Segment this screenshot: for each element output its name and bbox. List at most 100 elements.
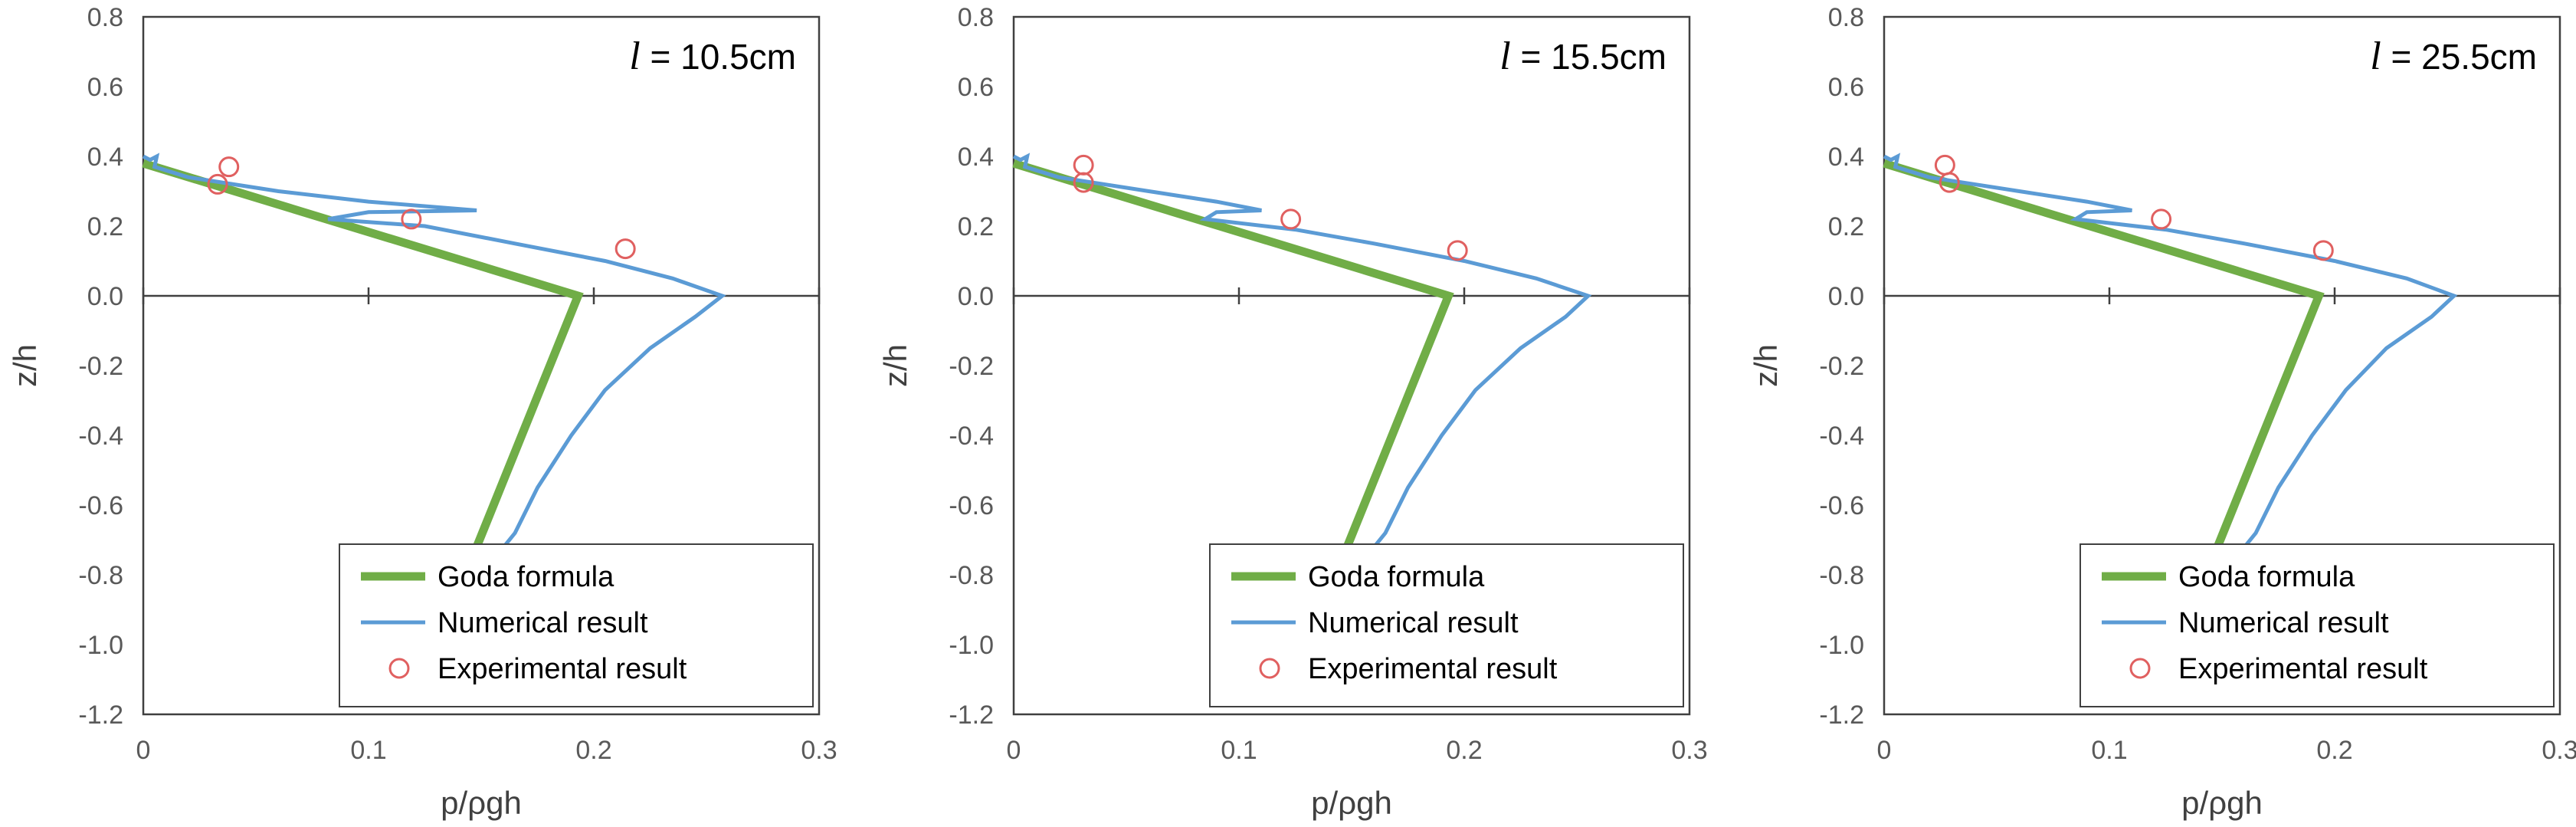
y-tick-label: -1.0 — [1819, 631, 1864, 660]
y-tick-label: -0.8 — [78, 561, 123, 590]
experimental-point — [1939, 172, 1960, 193]
experimental-point — [218, 156, 240, 178]
legend-entry-label: Numerical result — [2178, 607, 2389, 639]
x-tick-label: 0 — [136, 736, 151, 765]
x-tick-label: 0 — [1007, 736, 1021, 765]
y-tick-label: -0.4 — [1819, 422, 1864, 451]
legend-box — [339, 543, 814, 707]
experimental-point — [615, 238, 636, 260]
y-tick-label: -0.2 — [1819, 352, 1864, 381]
experimental-point — [207, 173, 228, 195]
y-tick-label: 0.4 — [958, 143, 994, 172]
y-tick-label: -1.2 — [1819, 701, 1864, 730]
x-tick-label: 0 — [1877, 736, 1892, 765]
legend: Goda formula Numerical result Experimental… — [339, 543, 814, 707]
y-tick-label: -0.4 — [78, 422, 123, 451]
experimental-point — [1934, 154, 1955, 176]
goda-formula-line — [1883, 159, 2325, 549]
y-tick-label: -0.2 — [949, 352, 994, 381]
legend-entry-label: Experimental result — [2178, 653, 2428, 685]
annotation-variable: l — [2370, 34, 2381, 78]
legend: Goda formula Numerical result Experimental… — [2079, 543, 2555, 707]
y-tick-label: 0.6 — [1828, 73, 1864, 102]
annotation-value: = 15.5cm — [1511, 37, 1667, 77]
x-tick-label: 0.1 — [1221, 736, 1257, 765]
y-tick-label: 0.0 — [1828, 282, 1864, 311]
y-tick-label: 0.4 — [1828, 143, 1864, 172]
y-tick-label: -0.2 — [78, 352, 123, 381]
y-tick-label: -0.6 — [949, 491, 994, 520]
experimental-point — [1447, 240, 1468, 261]
y-tick-label: -0.4 — [949, 422, 994, 451]
plot-area-frame — [142, 15, 821, 716]
y-tick-label: -0.6 — [78, 491, 123, 520]
x-tick-label: 0.3 — [1671, 736, 1707, 765]
legend-marker-experimental — [2129, 658, 2151, 679]
legend-entry-label: Goda formula — [2178, 561, 2355, 593]
y-tick-label: 0.2 — [958, 212, 994, 241]
x-tick-label: 0.2 — [1446, 736, 1482, 765]
x-tick-label: 0.3 — [2542, 736, 2576, 765]
legend-marker-experimental — [388, 658, 410, 679]
annotation-value: = 25.5cm — [2381, 37, 2537, 77]
y-tick-label: 0.8 — [87, 3, 123, 32]
y-axis-label: z/h — [877, 344, 913, 387]
chart-panel-3: 0 0.1 0.2 0.3 0.8 0.6 0.4 0.2 0.0 -0.2 -0.4 -0.6 -0.… — [1748, 3, 2576, 821]
chart-panel-1: 0 0.1 0.2 0.3 0.8 0.6 0.4 0.2 0.0 -0.2 -0.4 -0.6 -0.… — [7, 3, 837, 821]
annotation-variable: l — [1499, 34, 1510, 78]
annotation-variable: l — [629, 34, 640, 78]
legend-entry-label: Goda formula — [1308, 561, 1485, 593]
legend-box — [2079, 543, 2555, 707]
goda-formula-line — [1012, 159, 1454, 549]
x-tick-label: 0.1 — [350, 736, 386, 765]
x-tick-label: 0.1 — [2091, 736, 2127, 765]
experimental-point — [401, 208, 422, 230]
y-axis-label: z/h — [7, 344, 43, 387]
x-tick-label: 0.2 — [575, 736, 611, 765]
experimental-point — [2151, 208, 2172, 230]
experimental-point — [1073, 154, 1094, 176]
y-tick-label: 0.8 — [1828, 3, 1864, 32]
annotation-value: = 10.5cm — [641, 37, 796, 77]
goda-formula-line — [142, 159, 584, 549]
y-tick-label: -0.8 — [1819, 561, 1864, 590]
y-tick-label: 0.8 — [958, 3, 994, 32]
legend-entry-label: Experimental result — [1308, 653, 1558, 685]
legend-entry-label: Goda formula — [438, 561, 615, 593]
experimental-point — [1280, 208, 1302, 230]
legend-entry-label: Experimental result — [438, 653, 687, 685]
y-tick-label: -0.8 — [949, 561, 994, 590]
x-tick-label: 0.3 — [801, 736, 837, 765]
y-tick-label: 0.6 — [87, 73, 123, 102]
plot-area-frame — [1012, 15, 1691, 716]
y-tick-label: 0.4 — [87, 143, 123, 172]
x-axis-label: p/ρgh — [1311, 785, 1392, 821]
x-axis-label: p/ρgh — [441, 785, 522, 821]
y-tick-label: -1.2 — [949, 701, 994, 730]
legend: Goda formula Numerical result Experimental… — [1209, 543, 1684, 707]
panel-annotation: l = 15.5cm — [1499, 34, 1667, 78]
legend-marker-experimental — [1259, 658, 1280, 679]
panel-annotation: l = 10.5cm — [629, 34, 796, 78]
chart-panel-2: 0 0.1 0.2 0.3 0.8 0.6 0.4 0.2 0.0 -0.2 -0.4 -0.6 -0.… — [877, 3, 1708, 821]
y-tick-label: -1.2 — [78, 701, 123, 730]
numerical-result-line — [1012, 153, 1592, 549]
y-tick-label: 0.2 — [1828, 212, 1864, 241]
y-tick-label: -1.0 — [78, 631, 123, 660]
y-axis-label: z/h — [1748, 344, 1784, 387]
legend-box — [1209, 543, 1684, 707]
y-tick-label: 0.0 — [958, 282, 994, 311]
legend-entry-label: Numerical result — [1308, 607, 1519, 639]
experimental-point — [2312, 240, 2334, 261]
y-tick-label: 0.2 — [87, 212, 123, 241]
y-tick-label: -0.6 — [1819, 491, 1864, 520]
y-tick-label: 0.0 — [87, 282, 123, 311]
experimental-point — [1073, 172, 1094, 193]
x-tick-label: 0.2 — [2316, 736, 2352, 765]
numerical-result-line — [142, 153, 726, 549]
numerical-result-line — [1883, 153, 2458, 549]
y-tick-label: 0.6 — [958, 73, 994, 102]
x-axis-label: p/ρgh — [2181, 785, 2263, 821]
plot-area-frame — [1883, 15, 2561, 716]
